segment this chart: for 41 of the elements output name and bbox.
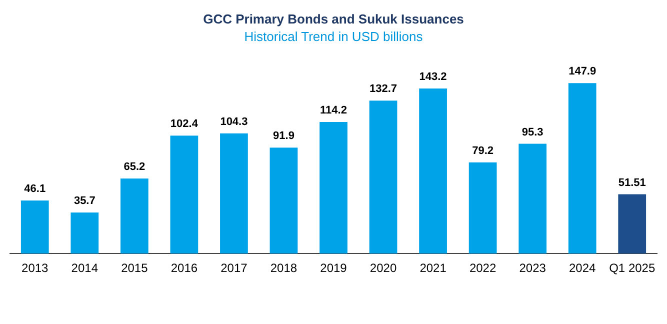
x-tick-label: 2013 <box>22 261 49 276</box>
data-label: 102.4 <box>170 118 199 130</box>
x-tick-label: 2021 <box>420 261 447 276</box>
data-label: 65.2 <box>124 160 146 173</box>
x-tick-label: 2016 <box>170 261 198 276</box>
x-tick-label: 2019 <box>320 261 348 276</box>
chart-subtitle: Historical Trend in USD billions <box>244 28 424 44</box>
bar <box>120 178 148 254</box>
bar <box>320 122 348 254</box>
x-tick-label: 2024 <box>568 261 596 276</box>
x-tick-label: 2015 <box>121 261 148 276</box>
bar <box>419 88 447 254</box>
x-tick-label: 2022 <box>469 261 496 276</box>
data-label: 114.2 <box>320 104 347 117</box>
bar <box>270 148 298 254</box>
bar <box>220 133 248 254</box>
bar <box>618 194 646 254</box>
x-tick-label: 2018 <box>270 261 298 276</box>
data-label: 104.3 <box>220 116 248 128</box>
x-tick-label: 2014 <box>71 261 98 276</box>
chart-title: GCC Primary Bonds and Sukuk Issuances <box>203 11 464 26</box>
data-label: 147.9 <box>568 66 596 78</box>
data-label: 132.7 <box>370 83 398 96</box>
bar <box>518 144 547 254</box>
data-label: 46.1 <box>24 183 46 195</box>
x-tick-label: 2017 <box>220 261 248 276</box>
x-tick-label: 2023 <box>519 261 546 276</box>
data-label: 95.3 <box>522 126 544 138</box>
bar <box>568 83 596 254</box>
data-label: 35.7 <box>74 194 96 207</box>
bar <box>70 212 99 254</box>
x-tick-label: Q1 2025 <box>609 261 656 276</box>
bar <box>170 136 198 254</box>
data-label: 79.2 <box>472 144 494 157</box>
bar <box>369 100 398 254</box>
data-label: 143.2 <box>419 71 447 84</box>
bar <box>468 162 497 254</box>
data-label: 91.9 <box>273 130 294 142</box>
bar <box>20 200 49 254</box>
data-label: 51.51 <box>618 176 646 189</box>
x-tick-label: 2020 <box>370 261 397 276</box>
